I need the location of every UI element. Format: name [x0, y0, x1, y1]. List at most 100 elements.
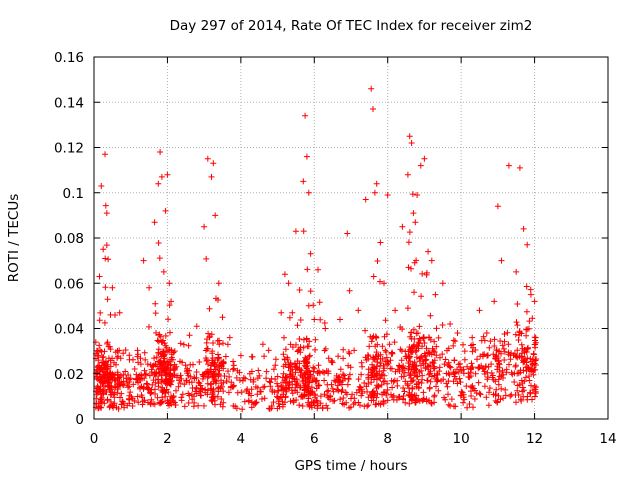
data-point [340, 395, 347, 401]
data-point [245, 397, 252, 404]
data-point [113, 361, 119, 368]
data-point [413, 373, 420, 380]
data-point [285, 280, 292, 287]
data-point [529, 315, 536, 322]
data-point [168, 377, 175, 384]
data-point [319, 368, 326, 375]
data-point [500, 395, 507, 402]
data-point [390, 392, 397, 399]
data-point [501, 357, 508, 363]
data-point [280, 351, 287, 358]
data-point [464, 404, 471, 411]
data-point [461, 396, 468, 403]
data-point [314, 402, 321, 409]
data-point [267, 379, 274, 386]
data-point [447, 364, 454, 371]
data-point [419, 270, 426, 277]
data-point [294, 389, 301, 396]
data-point [444, 383, 451, 390]
y-tick-label: 0.12 [54, 141, 84, 157]
data-point [394, 377, 401, 384]
data-point [381, 372, 388, 379]
data-point [259, 341, 266, 348]
data-point [505, 341, 512, 348]
data-point [394, 382, 401, 389]
data-point [491, 343, 498, 349]
data-point [384, 192, 391, 198]
data-point [421, 340, 428, 346]
y-tick-label: 0.06 [54, 276, 84, 292]
data-point [414, 192, 421, 198]
data-point [455, 369, 462, 375]
data-point [195, 402, 202, 409]
y-tick-label: 0 [75, 412, 84, 428]
data-point [381, 280, 387, 287]
data-point [434, 370, 441, 377]
data-point [193, 369, 200, 375]
data-point [393, 397, 400, 403]
data-point [514, 370, 521, 377]
data-point [445, 378, 452, 385]
data-point [216, 337, 223, 344]
data-point [409, 385, 416, 391]
data-point [125, 372, 132, 378]
data-point [212, 212, 219, 219]
data-point [139, 394, 146, 401]
data-point [521, 358, 527, 365]
data-point [405, 239, 412, 246]
data-point [266, 405, 273, 412]
data-point [445, 359, 452, 366]
data-point [179, 391, 186, 398]
data-point [532, 390, 539, 397]
data-point [533, 356, 540, 363]
data-point [420, 396, 427, 403]
data-point [415, 345, 422, 352]
data-point [325, 355, 332, 362]
data-point [234, 367, 241, 374]
data-point [240, 374, 247, 381]
data-point [248, 386, 255, 393]
data-point [185, 342, 192, 349]
data-point [343, 399, 350, 406]
data-point [524, 355, 531, 362]
data-point [152, 310, 159, 317]
data-point [116, 309, 123, 316]
data-point [119, 381, 126, 388]
data-point [102, 202, 109, 209]
data-point [365, 355, 372, 362]
data-point [202, 355, 209, 362]
data-point [308, 389, 315, 396]
data-point [296, 360, 303, 367]
data-point [330, 388, 337, 395]
data-point [104, 397, 111, 404]
data-point [470, 404, 476, 411]
data-point [526, 377, 533, 384]
data-point [429, 359, 436, 366]
data-point [270, 366, 277, 373]
data-point [404, 305, 411, 312]
data-point [124, 402, 131, 409]
data-point [428, 400, 435, 407]
data-point [252, 400, 259, 407]
data-point [96, 342, 103, 349]
data-point [524, 364, 531, 370]
x-tick-label: 0 [90, 431, 99, 447]
data-point [193, 323, 200, 330]
data-point [529, 396, 535, 403]
data-point [445, 391, 451, 398]
data-point [479, 351, 486, 358]
data-point [359, 390, 366, 397]
data-point [225, 368, 231, 375]
data-point [112, 312, 118, 318]
data-point [498, 257, 505, 264]
data-point [107, 385, 114, 392]
data-point [278, 384, 285, 390]
data-point [514, 322, 521, 329]
data-point [225, 389, 232, 396]
data-point [483, 394, 490, 401]
data-point [283, 374, 290, 381]
data-point [293, 364, 300, 371]
data-point [460, 399, 467, 406]
data-point [157, 333, 164, 340]
data-point [158, 173, 165, 180]
